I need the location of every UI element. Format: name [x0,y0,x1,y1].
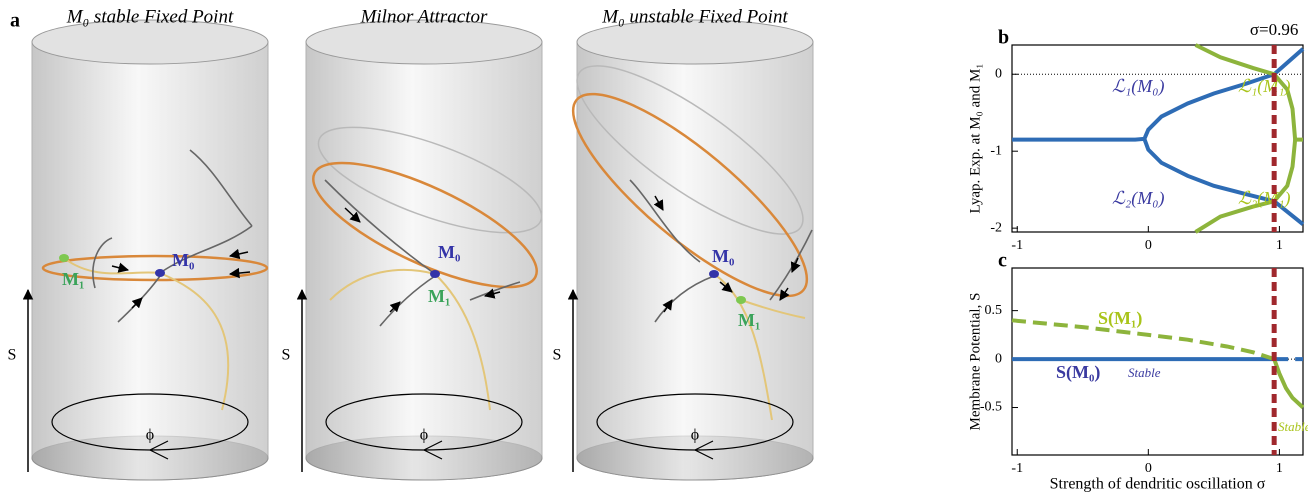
y-axis-title: Membrane Potential, S [967,293,983,431]
series-label: ℒ₂(M₁) [1238,188,1290,209]
panel-title: Milnor Attractor [360,6,488,27]
fixed-point-m0 [155,269,165,277]
annotation: Stable [1278,419,1308,434]
x-tick-label: 0 [1145,238,1152,253]
x-tick-label: 0 [1145,461,1152,476]
s-label: S [8,347,17,364]
marker-label: σ=0.96 [1250,20,1299,39]
series-label: ℒ₁(M₀) [1112,76,1164,97]
fixed-point-m1 [736,296,746,304]
x-tick-label: -1 [1011,461,1023,476]
figure: a ϕ S M₀ stable Fixed Point M₀ M₁ ϕ S Milnor At… [0,0,1308,496]
series-label: S(M₁) [1098,308,1142,329]
panel-label: b [998,27,1009,49]
panel-label: a [10,10,20,32]
phi-label: ϕ [420,427,428,444]
series-line [1012,320,1274,359]
y-tick-label: 0 [995,351,1002,366]
y-tick-label: 0 [995,66,1002,81]
panel-label: c [998,250,1007,272]
series-line [1144,139,1303,224]
m1-label: M₁ [62,269,84,289]
y-tick-label: -2 [990,220,1002,235]
phi-label: ϕ [691,427,699,444]
phi-label: ϕ [146,427,154,444]
x-tick-label: 1 [1276,461,1283,476]
panel-title: M₀ stable Fixed Point [66,6,234,27]
series-label: ℒ₁(M₁) [1238,76,1290,97]
y-tick-label: -1 [990,143,1002,158]
cylinder-body [306,42,542,480]
y-axis-title: Lyap. Exp. at M₀ and M₁ [967,63,983,213]
m0-label: M₀ [172,250,194,270]
y-tick-label: 0.5 [985,303,1003,318]
fixed-point-m0 [430,270,440,278]
panel-title: M₀ unstable Fixed Point [601,6,788,27]
fixed-point-m0 [709,270,719,278]
s-label: S [282,347,291,364]
annotation: Stable [1128,365,1161,380]
series-line [1274,359,1303,407]
x-axis-title: Strength of dendritic oscillation σ [1050,476,1266,493]
x-tick-label: 1 [1276,238,1283,253]
cylinder-body [577,42,813,480]
m1-label: M₁ [738,310,760,330]
series-label: S(M₀) [1056,362,1100,383]
s-label: S [553,347,562,364]
m0-label: M₀ [712,246,734,266]
m0-label: M₀ [438,242,460,262]
series-label: ℒ₂(M₀) [1112,188,1164,209]
m1-label: M₁ [428,286,450,306]
x-tick-label: -1 [1011,238,1023,253]
fixed-point-m1 [59,254,69,262]
